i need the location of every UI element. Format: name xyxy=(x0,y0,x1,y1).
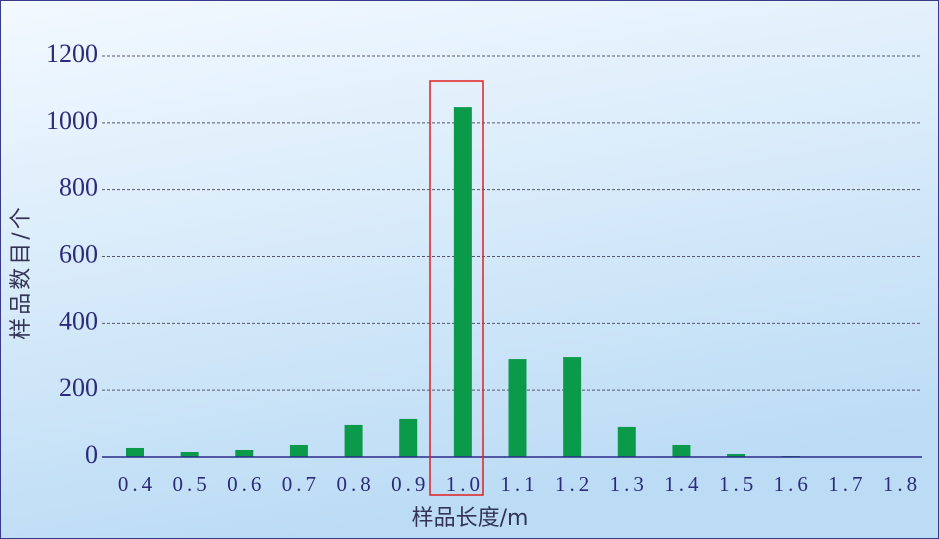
bar xyxy=(508,359,527,457)
bar xyxy=(563,357,582,457)
bar xyxy=(672,444,691,457)
x-tick-label: 0.7 xyxy=(282,472,320,496)
x-tick-label: 1.5 xyxy=(719,472,757,496)
x-tick-label: 1.2 xyxy=(555,472,593,496)
y-tick-label: 600 xyxy=(59,239,98,268)
bar xyxy=(727,453,746,457)
plot-area: 0 200 400 600 800 1000 1200 0.4 0.5 0.6 0.7 0.8 0.9 1… xyxy=(46,39,922,496)
bar xyxy=(617,426,636,457)
bar xyxy=(453,107,472,457)
y-axis-label: 样品数目/个 xyxy=(9,204,34,339)
y-tick-label: 200 xyxy=(59,373,98,402)
x-tick-label: 1.7 xyxy=(828,472,866,496)
x-axis-label: 样品长度/m xyxy=(412,506,529,531)
x-tick-label: 1.8 xyxy=(883,472,921,496)
x-tick-label: 1.0 xyxy=(446,472,484,496)
x-tick-label: 1.4 xyxy=(664,472,702,496)
highlight-box xyxy=(429,80,484,496)
x-tick-label: 0.9 xyxy=(391,472,429,496)
bar xyxy=(180,451,199,457)
bar xyxy=(399,418,418,457)
bar xyxy=(126,447,144,457)
x-tick-label: 1.6 xyxy=(774,472,812,496)
x-tick-label: 1.3 xyxy=(610,472,648,496)
bar xyxy=(289,444,308,457)
bar xyxy=(344,424,363,457)
x-tick-label: 0.6 xyxy=(227,472,265,496)
bar xyxy=(235,449,254,457)
x-tick-label: 0.5 xyxy=(173,472,211,496)
y-tick-label: 400 xyxy=(59,306,98,335)
y-tick-label: 1000 xyxy=(46,106,98,135)
y-tick-label: 1200 xyxy=(46,39,98,68)
x-tick-label: 0.4 xyxy=(118,472,156,496)
x-tick-label: 0.8 xyxy=(336,472,374,496)
x-tick-label: 1.1 xyxy=(500,472,538,496)
y-tick-label: 0 xyxy=(85,440,98,469)
y-tick-label: 800 xyxy=(59,173,98,202)
